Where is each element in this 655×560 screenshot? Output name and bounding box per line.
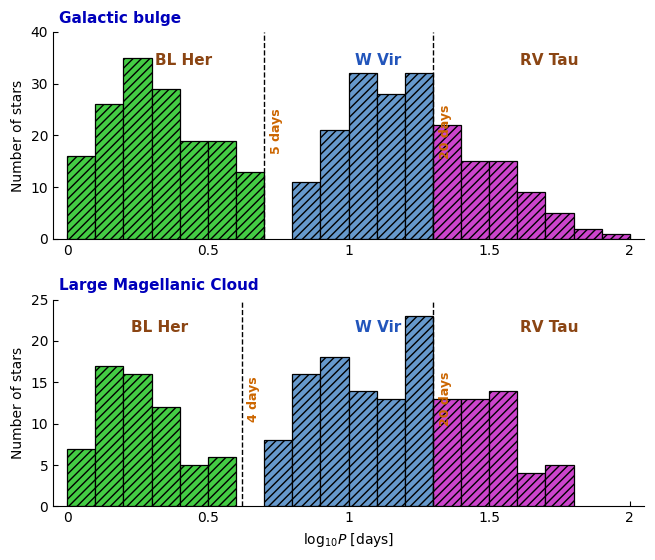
Text: Galactic bulge: Galactic bulge [59, 11, 181, 26]
Text: RV Tau: RV Tau [520, 320, 578, 335]
Bar [546, 465, 574, 506]
Text: 20 days: 20 days [439, 104, 451, 158]
Y-axis label: Number of stars: Number of stars [11, 347, 25, 459]
Text: BL Her: BL Her [131, 320, 188, 335]
Bar [67, 449, 96, 506]
Bar [546, 213, 574, 239]
Bar [405, 316, 433, 506]
Bar [292, 374, 320, 506]
Bar [574, 228, 602, 239]
Bar [517, 193, 546, 239]
Bar [208, 457, 236, 506]
Bar [96, 104, 124, 239]
Bar [179, 141, 208, 239]
Text: 5 days: 5 days [270, 109, 283, 154]
Bar [348, 390, 377, 506]
Bar [151, 407, 179, 506]
Text: W Vir: W Vir [355, 320, 401, 335]
Bar [602, 234, 630, 239]
Bar [433, 193, 461, 239]
Bar [151, 89, 179, 239]
Bar [461, 399, 489, 506]
Bar [489, 390, 517, 506]
Bar [67, 156, 96, 239]
Text: 20 days: 20 days [439, 372, 451, 426]
Bar [320, 130, 348, 239]
Bar [433, 125, 461, 239]
Bar [377, 399, 405, 506]
Bar [236, 172, 264, 239]
Bar [124, 58, 151, 239]
Bar [405, 73, 433, 239]
Text: 4 days: 4 days [247, 376, 260, 422]
Text: BL Her: BL Her [155, 53, 212, 68]
Bar [208, 141, 236, 239]
Y-axis label: Number of stars: Number of stars [11, 80, 25, 192]
Bar [124, 374, 151, 506]
X-axis label: log$_{10}P$ [days]: log$_{10}P$ [days] [303, 531, 394, 549]
Bar [179, 465, 208, 506]
Bar [292, 182, 320, 239]
Text: W Vir: W Vir [355, 53, 401, 68]
Bar [264, 440, 292, 506]
Text: Large Magellanic Cloud: Large Magellanic Cloud [59, 278, 259, 293]
Bar [320, 357, 348, 506]
Bar [377, 94, 405, 239]
Bar [96, 366, 124, 506]
Text: RV Tau: RV Tau [520, 53, 578, 68]
Bar [433, 399, 461, 506]
Bar [517, 473, 546, 506]
Bar [348, 73, 377, 239]
Bar [461, 161, 489, 239]
Bar [489, 161, 517, 239]
